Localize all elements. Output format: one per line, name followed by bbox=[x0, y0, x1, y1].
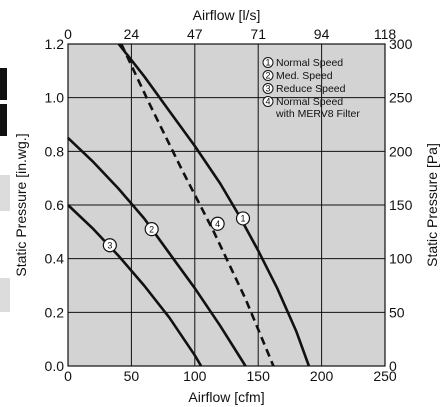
y2-tick-label: 50 bbox=[389, 304, 405, 320]
y-tick-label: 0.8 bbox=[45, 143, 65, 159]
curves: 1 2 3 4 bbox=[67, 43, 311, 367]
curve-marker-3 bbox=[102, 238, 117, 253]
curve-marker-label-4: 4 bbox=[215, 219, 220, 229]
curve-marker-label-2: 2 bbox=[149, 224, 154, 234]
legend-entry-4: with MERV8 Filter bbox=[275, 108, 360, 120]
y-tick-label: 0.0 bbox=[45, 358, 65, 374]
x-axis-title: Airflow [cfm] bbox=[188, 389, 264, 405]
y2-tick-label: 150 bbox=[389, 197, 413, 213]
x-tick-label: 150 bbox=[247, 368, 271, 384]
curve-marker-label-1: 1 bbox=[240, 214, 245, 224]
curve-1 bbox=[117, 43, 311, 367]
y2-tick-label: 100 bbox=[389, 251, 413, 267]
x2-tick-label: 47 bbox=[187, 26, 203, 42]
curve-2 bbox=[67, 136, 247, 367]
legend-marker-3 bbox=[262, 83, 274, 94]
side-tab-dark-2 bbox=[0, 104, 7, 136]
x2-tick-label: 118 bbox=[374, 26, 397, 42]
y-axis-title: Static Pressure [in.wg.] bbox=[13, 133, 29, 276]
y2-tick-label: 0 bbox=[389, 358, 397, 374]
x-tick-label: 0 bbox=[64, 368, 72, 384]
x-tick-label: 250 bbox=[373, 368, 397, 384]
y2-tick-label: 300 bbox=[389, 36, 413, 52]
x-tick-label: 50 bbox=[124, 368, 140, 384]
x2-tick-label: 24 bbox=[124, 26, 140, 42]
legend-entry-1: Normal Speed bbox=[276, 57, 343, 69]
side-tab-light-2 bbox=[0, 278, 10, 312]
legend-marker-1 bbox=[262, 57, 274, 68]
curve-marker-4 bbox=[210, 216, 225, 231]
y2-axis-title: Static Pressure [Pa] bbox=[424, 143, 440, 267]
legend: 1 Normal Speed 2 Med. Speed 3 Reduce Speed 4 No… bbox=[262, 57, 360, 120]
x2-axis-title: Airflow [l/s] bbox=[193, 7, 261, 23]
curve-marker-label-3: 3 bbox=[107, 240, 112, 250]
legend-entry-3: Reduce Speed bbox=[276, 83, 346, 95]
legend-entry-2: Med. Speed bbox=[276, 70, 333, 82]
legend-marker-label-3: 3 bbox=[265, 84, 270, 94]
curve-marker-2 bbox=[144, 222, 159, 237]
curve-3 bbox=[67, 204, 203, 367]
curve-4 bbox=[120, 43, 275, 367]
y-tick-label: 0.2 bbox=[45, 304, 65, 320]
x2-tick-label: 94 bbox=[314, 26, 330, 42]
y-tick-label: 1.0 bbox=[45, 90, 65, 106]
legend-entry-4: Normal Speed bbox=[276, 96, 343, 108]
y2-tick-label: 200 bbox=[389, 143, 413, 159]
y2-tick-label: 250 bbox=[389, 90, 413, 106]
x2-tick-label: 0 bbox=[64, 26, 72, 42]
legend-marker-2 bbox=[262, 70, 274, 81]
legend-marker-4 bbox=[262, 96, 274, 107]
y-tick-label: 1.2 bbox=[45, 36, 65, 52]
curve-marker-1 bbox=[235, 211, 251, 226]
y-tick-label: 0.4 bbox=[45, 251, 65, 267]
side-tab-light-1 bbox=[0, 175, 10, 211]
x2-tick-label: 71 bbox=[250, 26, 266, 42]
axis-titles: Airflow [cfm] Airflow [l/s] Static Pressur… bbox=[13, 7, 440, 405]
y-tick-label: 0.6 bbox=[45, 197, 65, 213]
legend-marker-label-2: 2 bbox=[265, 71, 270, 81]
x-tick-label: 200 bbox=[310, 368, 334, 384]
legend-marker-label-4: 4 bbox=[265, 97, 270, 107]
x-tick-label: 100 bbox=[183, 368, 207, 384]
side-tab-dark-1 bbox=[0, 68, 7, 100]
legend-marker-label-1: 1 bbox=[265, 58, 270, 68]
